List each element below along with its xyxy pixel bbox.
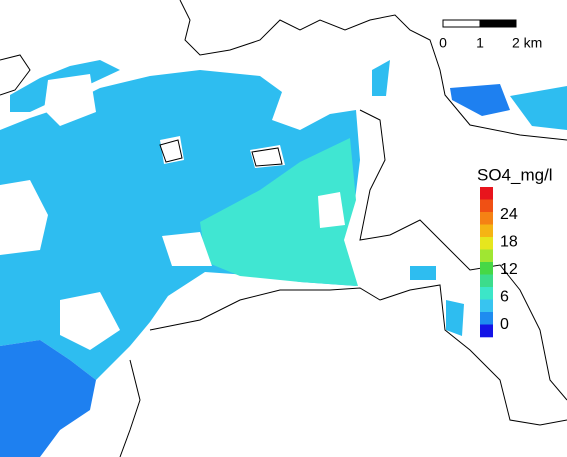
cyan-area bbox=[372, 60, 390, 96]
coast-line bbox=[149, 284, 567, 426]
cyan-area bbox=[410, 266, 436, 280]
coast-line bbox=[159, 139, 283, 167]
legend-label: 6 bbox=[500, 289, 509, 306]
legend-label: 0 bbox=[500, 316, 509, 333]
legend-swatch bbox=[480, 274, 493, 288]
legend-label: 12 bbox=[500, 261, 518, 278]
legend-swatch bbox=[480, 224, 493, 238]
cyan-area bbox=[510, 86, 567, 130]
turquoise-area bbox=[200, 138, 358, 286]
legend-swatch bbox=[480, 237, 493, 250]
coast-line bbox=[359, 109, 567, 401]
water-layer bbox=[0, 60, 567, 457]
legend-swatch bbox=[480, 249, 493, 263]
scale-label: 2 km bbox=[512, 35, 542, 51]
coast-line bbox=[179, 0, 567, 141]
island bbox=[44, 74, 96, 126]
blue-area bbox=[450, 84, 510, 116]
coast-line bbox=[0, 54, 31, 96]
legend-swatch bbox=[480, 287, 493, 300]
blue-area bbox=[0, 340, 96, 457]
island bbox=[0, 180, 48, 255]
legend-label: 24 bbox=[500, 206, 518, 223]
island bbox=[60, 292, 120, 350]
scale-bar-segment bbox=[442, 19, 481, 28]
coast-line bbox=[119, 359, 141, 457]
scale-label: 1 bbox=[476, 35, 484, 51]
cyan-area bbox=[446, 300, 464, 336]
legend-swatch bbox=[480, 312, 493, 325]
legend-label: 18 bbox=[500, 234, 518, 251]
legend: SO4_mg/l 24 18 12 6 0 bbox=[477, 165, 553, 338]
legend-swatch bbox=[480, 212, 493, 225]
legend-swatch bbox=[480, 262, 493, 275]
legend-swatch bbox=[480, 299, 493, 313]
legend-title: SO4_mg/l bbox=[477, 165, 553, 184]
island bbox=[162, 232, 212, 266]
scale-bar: 0 1 2 km bbox=[439, 19, 542, 51]
scale-bar-segment bbox=[479, 19, 517, 28]
island bbox=[318, 192, 345, 228]
legend-swatch bbox=[480, 324, 493, 338]
legend-swatch bbox=[480, 187, 493, 200]
scale-label: 0 bbox=[439, 35, 447, 51]
legend-swatch bbox=[480, 199, 493, 213]
